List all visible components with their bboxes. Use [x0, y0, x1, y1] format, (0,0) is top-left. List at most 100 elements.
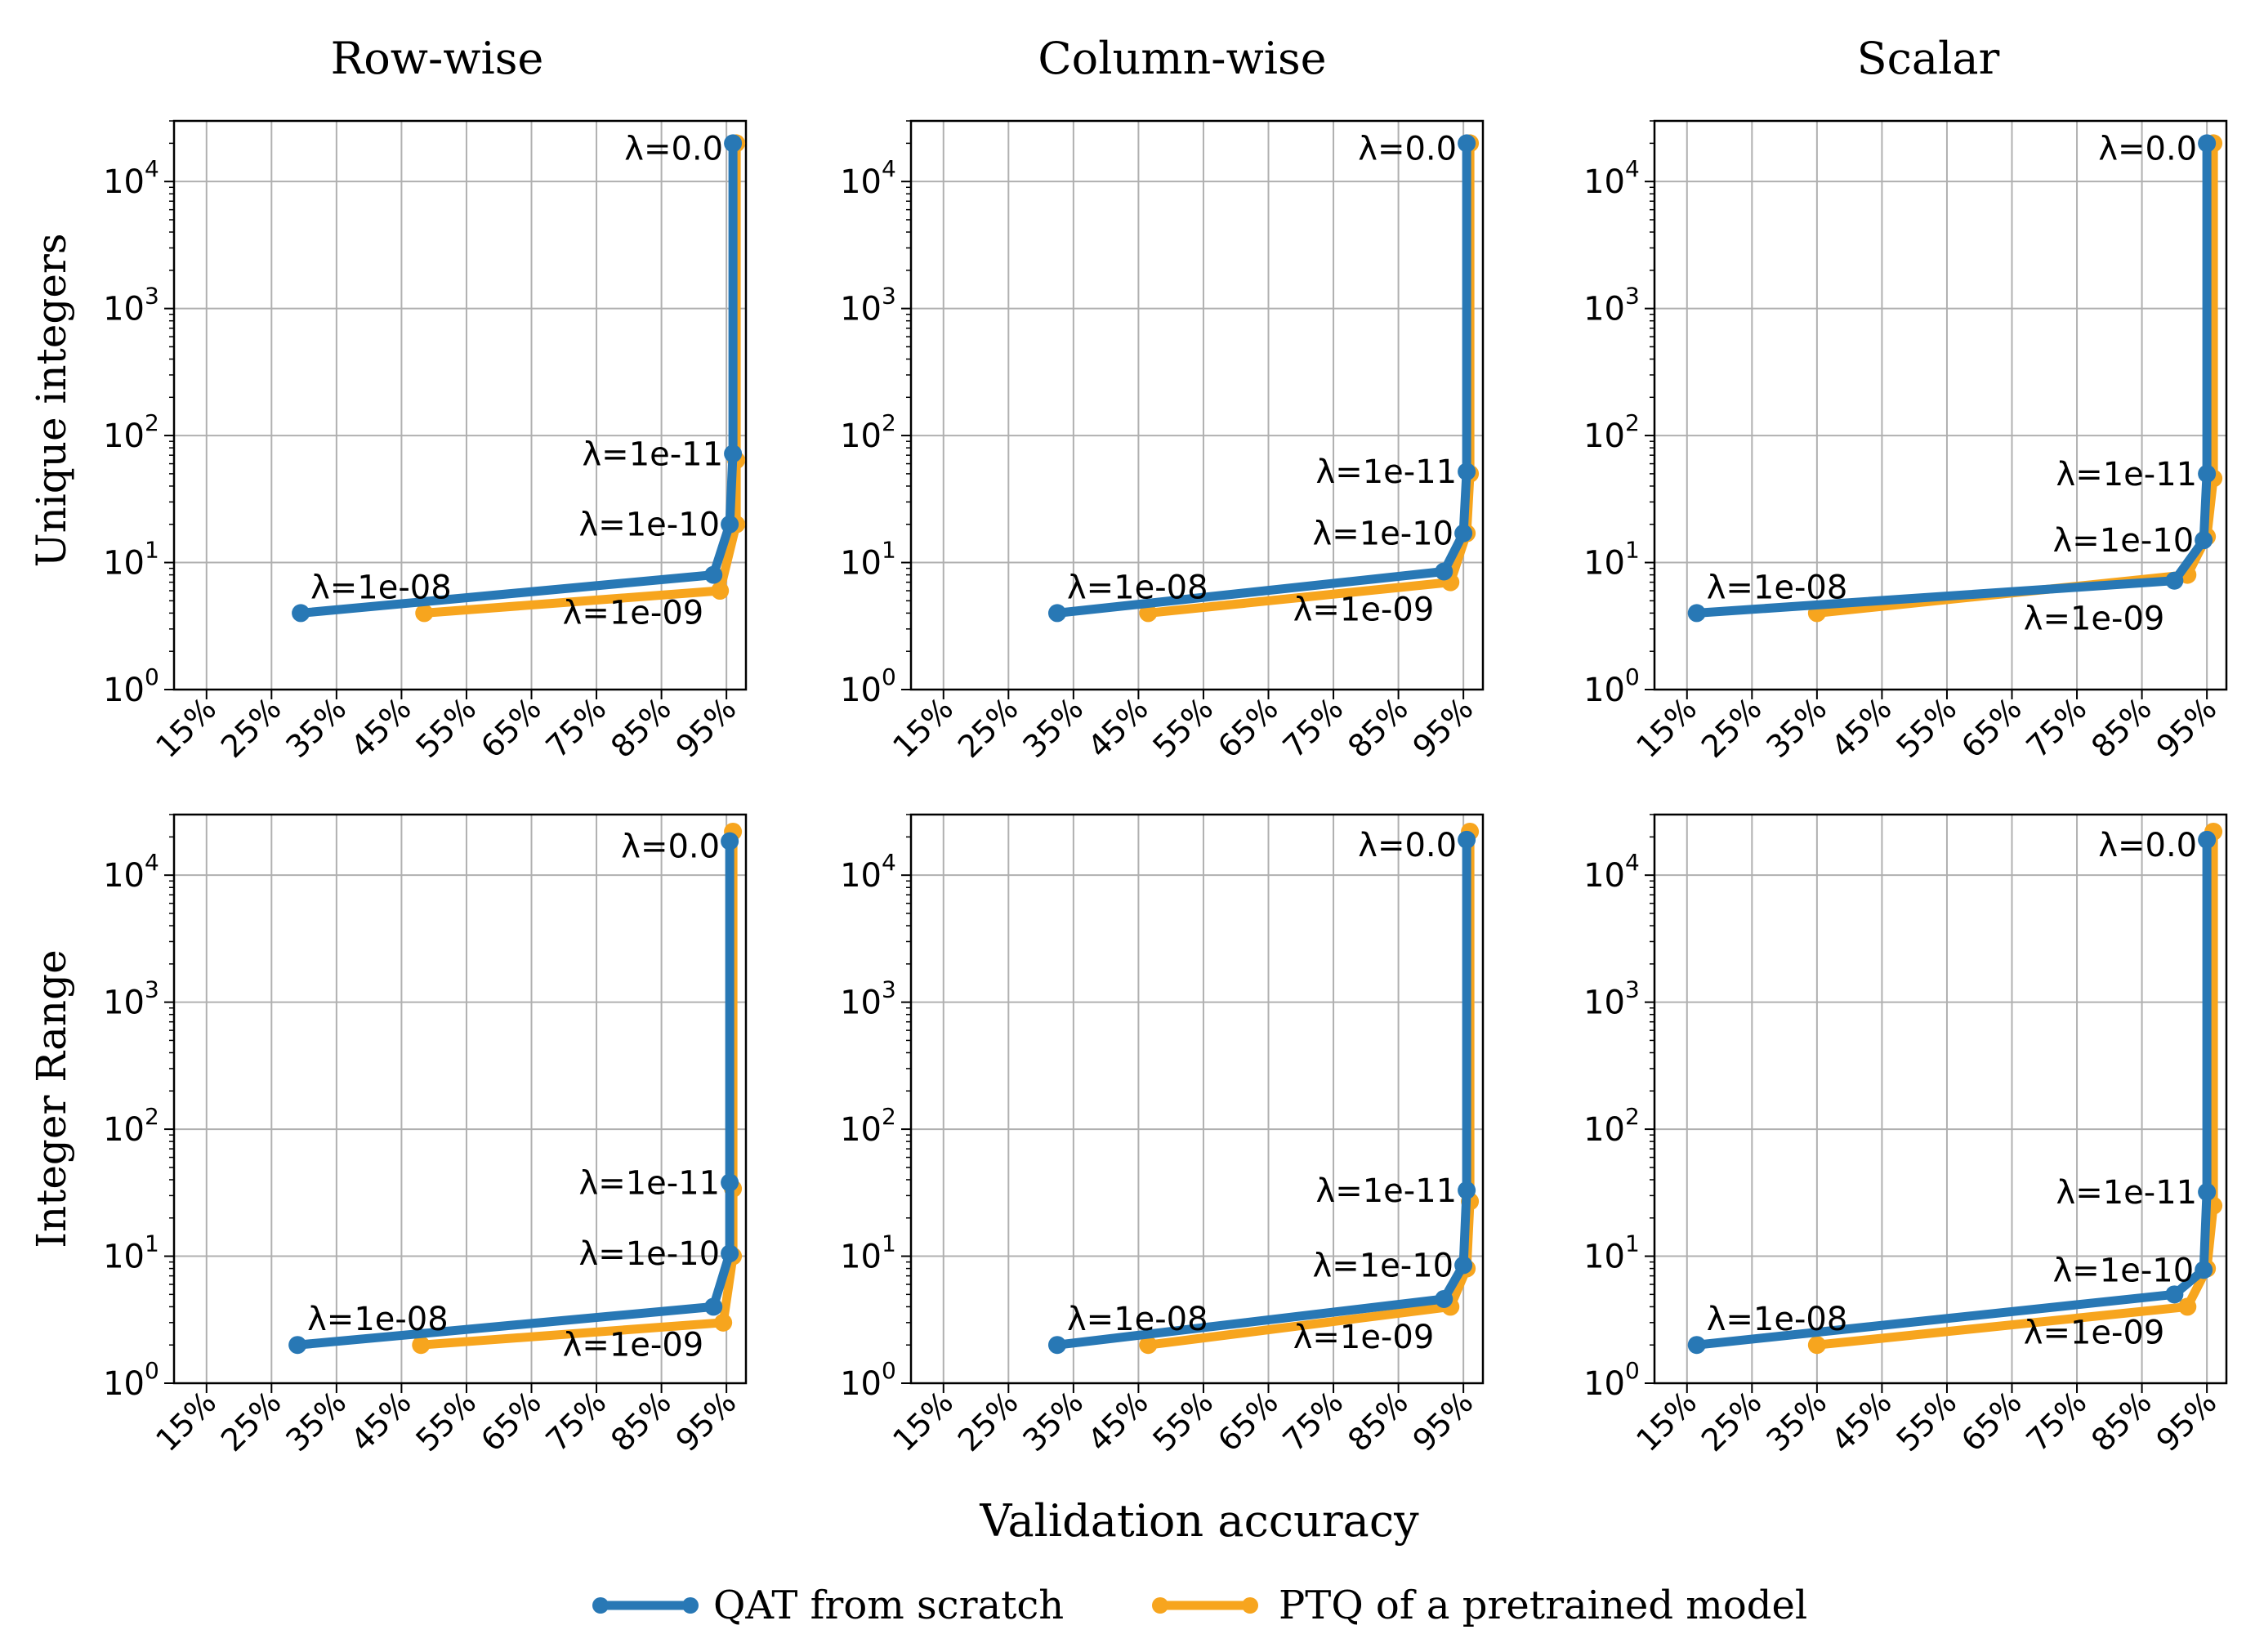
x-tick-label: 25%: [1695, 1384, 1769, 1458]
y-tick-label: 10: [840, 985, 882, 1022]
x-tick-label: 95%: [1406, 690, 1480, 765]
y-tick-exponent: 0: [882, 1357, 896, 1384]
y-tick-exponent: 1: [1625, 1230, 1640, 1257]
lambda-annotation: λ=1e-08: [1707, 1301, 1848, 1338]
x-tick-label: 35%: [1016, 690, 1090, 765]
x-tick-label: 65%: [1211, 1384, 1285, 1458]
x-tick-label: 45%: [344, 690, 418, 765]
y-tick-exponent: 3: [1625, 283, 1640, 310]
lambda-annotation: λ=1e-09: [563, 595, 704, 632]
y-tick-label: 10: [103, 672, 145, 709]
y-tick-exponent: 2: [1625, 409, 1640, 436]
data-point-qat: [2195, 1261, 2213, 1279]
y-tick-label: 10: [103, 1239, 145, 1276]
data-point-qat: [2198, 134, 2217, 153]
axes-frame: [1653, 119, 2228, 691]
row-title-unique-integers: Unique integers: [28, 233, 75, 567]
lambda-annotation: λ=0.0: [2098, 827, 2197, 864]
panel-5: 15%25%35%45%55%65%75%85%95%10 010 110 210 31…: [840, 813, 1485, 1458]
y-tick-exponent: 3: [882, 976, 896, 1003]
x-tick-label: 15%: [1629, 1384, 1704, 1458]
y-tick-exponent: 4: [1625, 155, 1640, 182]
x-tick-label: 55%: [409, 690, 483, 765]
y-tick-exponent: 4: [145, 155, 159, 182]
row-title-integer-range: Integer Range: [28, 949, 75, 1248]
y-tick-exponent: 3: [882, 283, 896, 310]
y-tick-label: 10: [103, 857, 145, 895]
y-tick-exponent: 0: [145, 1357, 159, 1384]
lambda-annotation: λ=1e-09: [2024, 601, 2165, 638]
lambda-annotation: λ=1e-08: [1707, 569, 1848, 606]
legend-qat-label: QAT from scratch: [713, 1583, 1064, 1628]
data-point-qat: [721, 1244, 739, 1263]
y-tick-exponent: 1: [882, 1230, 896, 1257]
lambda-annotation: λ=1e-08: [310, 569, 452, 606]
y-tick-exponent: 1: [145, 537, 159, 564]
data-point-ptq: [1807, 1336, 1826, 1355]
panel-3: 15%25%35%45%55%65%75%85%95%10 010 110 210 31…: [1583, 119, 2228, 765]
x-tick-label: 75%: [539, 1384, 614, 1458]
x-tick-label: 65%: [474, 1384, 548, 1458]
lambda-annotation: λ=1e-09: [1293, 1319, 1435, 1356]
y-tick-label: 10: [840, 545, 882, 583]
axes-frame: [172, 119, 748, 691]
x-tick-label: 85%: [604, 1384, 678, 1458]
x-tick-label: 35%: [1759, 690, 1833, 765]
x-tick-label: 85%: [1341, 690, 1415, 765]
y-tick-label: 10: [1583, 1365, 1625, 1403]
lambda-annotation: λ=1e-08: [307, 1301, 449, 1338]
axes-frame: [909, 813, 1485, 1385]
y-tick-exponent: 1: [1625, 537, 1640, 564]
x-tick-label: 65%: [1211, 690, 1285, 765]
y-tick-label: 10: [1583, 672, 1625, 709]
data-point-qat: [2165, 1285, 2184, 1304]
lambda-annotation: λ=1e-11: [2056, 1174, 2198, 1212]
x-tick-label: 75%: [539, 690, 614, 765]
x-tick-label: 45%: [1081, 690, 1155, 765]
axes-frame: [172, 813, 748, 1385]
x-tick-label: 65%: [1954, 1384, 2029, 1458]
x-tick-label: 25%: [214, 690, 288, 765]
data-point-qat: [1435, 1289, 1453, 1308]
x-axis-label: Validation accuracy: [979, 1495, 1419, 1547]
lambda-annotation: λ=0.0: [621, 828, 720, 866]
x-tick-label: 25%: [1695, 690, 1769, 765]
x-tick-label: 35%: [279, 1384, 353, 1458]
data-point-qat: [1687, 604, 1706, 623]
data-point-qat: [1454, 524, 1473, 542]
column-title-scalar: Scalar: [1857, 33, 2000, 84]
y-tick-label: 10: [1583, 417, 1625, 455]
data-point-qat: [724, 444, 743, 463]
data-point-qat: [1047, 604, 1066, 623]
lambda-annotation: λ=1e-10: [579, 507, 721, 544]
y-tick-label: 10: [840, 417, 882, 455]
x-tick-label: 95%: [2150, 1384, 2224, 1458]
x-tick-label: 55%: [1889, 690, 1963, 765]
y-tick-label: 10: [1583, 1239, 1625, 1276]
x-tick-label: 65%: [474, 690, 548, 765]
panel-4: 15%25%35%45%55%65%75%85%95%10 010 110 210 31…: [103, 813, 748, 1458]
lambda-annotation: λ=1e-09: [2024, 1314, 2165, 1351]
x-tick-label: 15%: [1629, 690, 1704, 765]
y-tick-exponent: 2: [1625, 1103, 1640, 1130]
panel-1: 15%25%35%45%55%65%75%85%95%10 010 110 210 31…: [103, 119, 748, 765]
x-tick-label: 25%: [951, 690, 1025, 765]
x-tick-label: 35%: [279, 690, 353, 765]
x-tick-label: 85%: [604, 690, 678, 765]
lambda-annotation: λ=1e-11: [579, 1164, 721, 1202]
data-point-qat: [1458, 830, 1476, 849]
y-tick-label: 10: [103, 163, 145, 201]
x-tick-label: 75%: [2020, 690, 2094, 765]
data-point-qat: [724, 134, 743, 153]
lambda-annotation: λ=1e-08: [1067, 1301, 1208, 1338]
y-tick-exponent: 4: [1625, 849, 1640, 876]
y-tick-exponent: 2: [145, 409, 159, 436]
panel-6: 15%25%35%45%55%65%75%85%95%10 010 110 210 31…: [1583, 813, 2228, 1458]
x-tick-label: 55%: [1889, 1384, 1963, 1458]
x-tick-label: 85%: [1341, 1384, 1415, 1458]
x-tick-label: 35%: [1759, 1384, 1833, 1458]
x-tick-label: 85%: [2084, 690, 2159, 765]
data-point-ptq: [415, 604, 434, 623]
x-tick-label: 45%: [1824, 1384, 1899, 1458]
